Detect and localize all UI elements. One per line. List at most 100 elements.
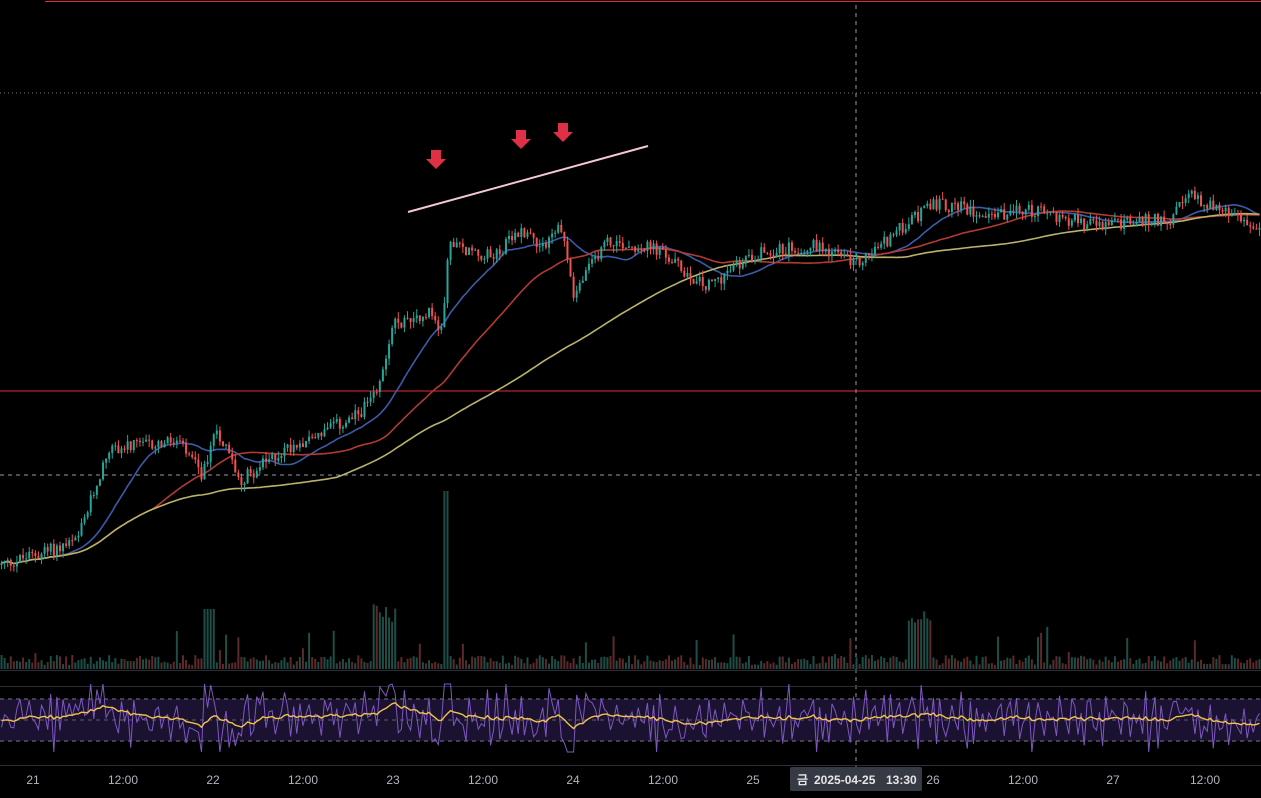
volume-bar xyxy=(108,655,111,669)
volume-bar xyxy=(452,659,455,669)
candle-body xyxy=(55,545,58,556)
candlesticks xyxy=(0,186,1261,573)
volume-bar xyxy=(1215,658,1218,669)
candle-body xyxy=(824,248,827,252)
candle-body xyxy=(563,231,566,242)
time-tick-label: 12:00 xyxy=(1190,773,1220,787)
volume-bar xyxy=(1067,652,1070,669)
volume-bar xyxy=(1196,661,1199,669)
candle-body xyxy=(790,242,793,251)
volume-bar xyxy=(514,655,517,669)
candle-body xyxy=(418,315,421,322)
time-tick-label: 27 xyxy=(1106,773,1120,787)
volume-bar xyxy=(858,664,861,669)
volume-bar xyxy=(726,663,729,669)
candle-body xyxy=(221,441,224,446)
down-arrow-marker-1[interactable] xyxy=(426,150,446,169)
candle-body xyxy=(468,247,471,255)
volume-bar xyxy=(701,657,704,669)
volume-bar xyxy=(65,656,68,669)
candle-body xyxy=(1064,216,1067,219)
volume-bar xyxy=(634,655,637,669)
candle-body xyxy=(664,249,667,258)
candle-body xyxy=(117,445,120,454)
candle-body xyxy=(674,258,677,263)
volume-bar xyxy=(658,660,661,669)
volume-bar xyxy=(1190,659,1193,669)
candle-body xyxy=(797,252,800,254)
candle-body xyxy=(348,417,351,423)
candle-body xyxy=(957,203,960,211)
candle-body xyxy=(661,246,664,250)
volume-bar xyxy=(215,662,218,669)
candle-body xyxy=(1104,222,1107,230)
candle-body xyxy=(301,443,304,448)
volume-bar xyxy=(886,662,889,669)
volume-bar xyxy=(283,657,286,669)
volume-bar xyxy=(1187,662,1190,669)
candle-body xyxy=(191,454,194,458)
volume-bar xyxy=(1224,664,1227,669)
volume-bar xyxy=(1203,663,1206,669)
volume-bar xyxy=(1064,664,1067,669)
candle-body xyxy=(658,246,661,255)
volume-bar xyxy=(181,655,184,669)
volume-bar xyxy=(1120,659,1123,669)
candle-body xyxy=(1153,213,1156,223)
candle-body xyxy=(464,246,467,255)
volume-bar xyxy=(372,604,375,669)
candle-body xyxy=(209,445,212,462)
volume-bar xyxy=(501,655,504,669)
candle-body xyxy=(46,547,49,552)
candle-body xyxy=(584,270,587,281)
down-arrow-marker-3[interactable] xyxy=(553,123,573,142)
candle-body xyxy=(1252,226,1255,229)
candle-body xyxy=(1227,207,1230,217)
candle-body xyxy=(1037,206,1040,217)
volume-bar xyxy=(1116,661,1119,669)
candle-body xyxy=(695,281,698,284)
time-tick-label: 25 xyxy=(746,773,760,787)
candle-body xyxy=(1190,190,1193,194)
volume-bar xyxy=(815,663,818,669)
candle-body xyxy=(80,523,83,536)
candle-body xyxy=(1132,223,1135,225)
volume-bar xyxy=(621,658,624,669)
volume-bar xyxy=(821,656,824,669)
trendline[interactable] xyxy=(407,145,649,213)
candle-body xyxy=(12,565,15,567)
candle-body xyxy=(1120,219,1123,229)
volume-bar xyxy=(434,661,437,669)
volume-bar xyxy=(268,660,271,669)
volume-bar xyxy=(843,657,846,669)
volume-bar xyxy=(498,662,501,669)
volume-bar xyxy=(667,655,670,669)
volume-bar xyxy=(895,657,898,669)
candle-body xyxy=(787,242,790,255)
candle-body xyxy=(495,249,498,259)
volume-bar xyxy=(554,659,557,669)
candle-body xyxy=(449,241,452,261)
volume-bar xyxy=(437,663,440,669)
candle-body xyxy=(111,445,114,454)
volume-bar xyxy=(228,663,231,669)
candle-body xyxy=(1181,202,1184,204)
candle-body xyxy=(1110,220,1113,226)
down-arrow-marker-2[interactable] xyxy=(511,130,531,149)
volume-bar xyxy=(114,658,117,669)
volume-bar xyxy=(298,657,301,669)
volume-bar xyxy=(775,664,778,669)
candle-body xyxy=(320,433,323,437)
candle-body xyxy=(852,258,855,266)
volume-bar xyxy=(188,664,191,669)
volume-bar xyxy=(1123,659,1126,669)
candle-body xyxy=(806,250,809,253)
volume-bar xyxy=(1058,656,1061,669)
volume-bar xyxy=(258,660,261,669)
candle-body xyxy=(692,278,695,284)
crosshair-day: 금 xyxy=(797,773,808,787)
candle-body xyxy=(83,517,86,524)
volume-bar xyxy=(609,655,612,669)
candle-body xyxy=(532,233,535,238)
